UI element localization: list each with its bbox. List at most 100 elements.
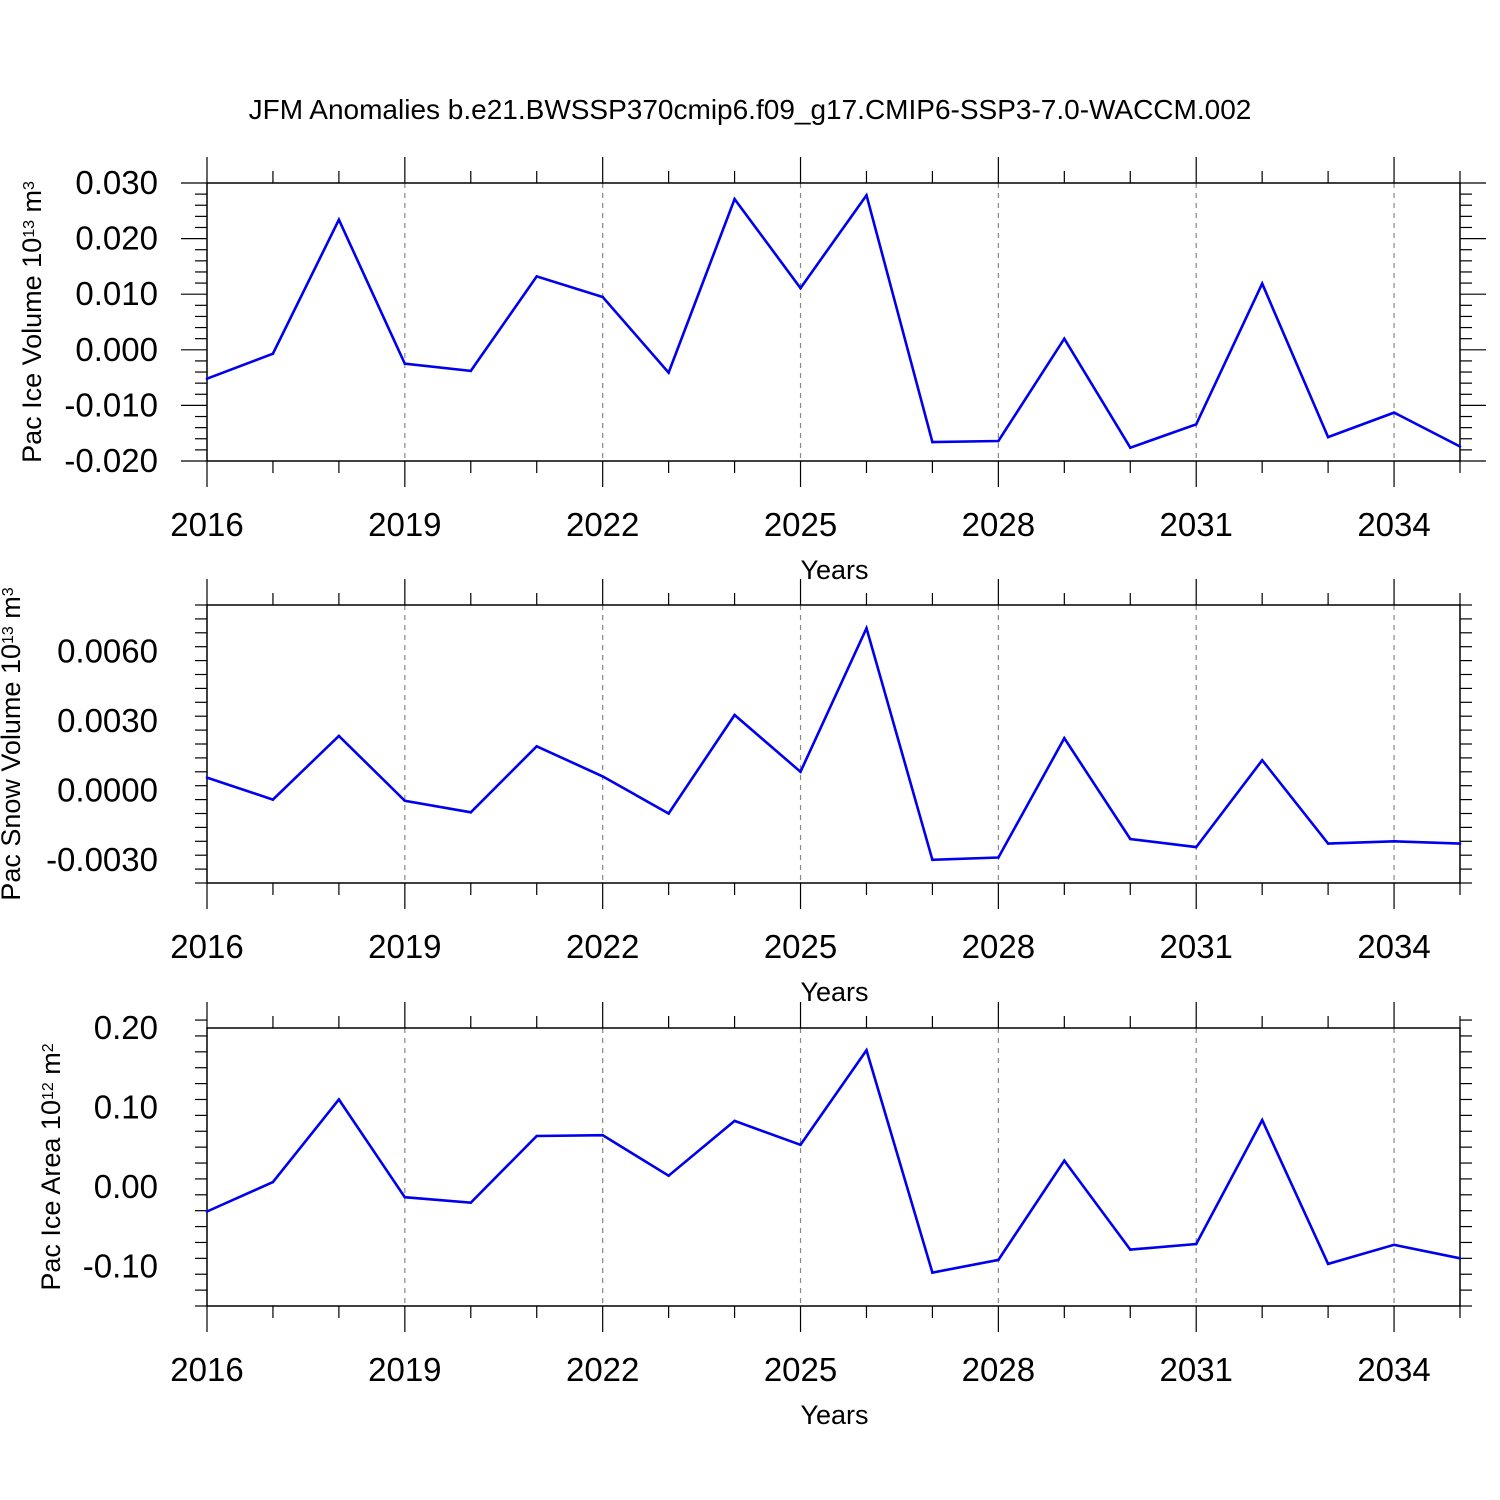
data-point [271, 798, 275, 801]
y-tick-label: -0.10 [83, 1247, 158, 1284]
data-point [865, 626, 868, 630]
data-point [799, 1143, 802, 1147]
data-point [1458, 445, 1462, 448]
y-tick-label: -0.010 [64, 386, 158, 423]
data-point [931, 858, 934, 862]
x-tick-label: 2022 [566, 506, 639, 543]
x-tick-label: 2019 [368, 1351, 441, 1388]
data-point [1128, 1248, 1132, 1251]
plot-frame [206, 182, 1461, 462]
data-point [1458, 842, 1462, 845]
x-tick-label: 2019 [368, 928, 441, 965]
x-tick-label: 2025 [764, 928, 837, 965]
x-tick-label: 2019 [368, 506, 441, 543]
data-point [1326, 842, 1330, 845]
y-axis-label: Pac Ice Area 1012 m2 [36, 1043, 66, 1290]
y-axis-label: Pac Ice Volume 1013 m3 [17, 181, 47, 463]
data-point [1128, 837, 1132, 841]
data-point [1063, 736, 1066, 740]
y-tick-label: 0.030 [75, 164, 158, 201]
data-point [535, 1134, 539, 1138]
x-tick-label: 2031 [1159, 1351, 1232, 1388]
data-point [1458, 1257, 1462, 1260]
chart-panel-1: -0.020 -0.010 0.000 0.010 0.020 0.030 2016 2019… [17, 157, 1486, 585]
x-tick-label: 2034 [1357, 506, 1430, 543]
data-point [997, 856, 1000, 859]
y-tick-label: 0.0000 [57, 771, 158, 808]
series-line [206, 1047, 1461, 1275]
plot-frame [206, 604, 1461, 884]
figure-title: JFM Anomalies b.e21.BWSSP370cmip6.f09_g1… [249, 94, 1252, 125]
data-point [1260, 1118, 1264, 1122]
data-point [865, 193, 868, 197]
data-point [403, 1195, 407, 1199]
data-point [271, 352, 275, 355]
data-point [931, 440, 934, 444]
data-point [733, 197, 736, 201]
panels: -0.020 -0.010 0.000 0.010 0.020 0.030 2016 2019… [0, 157, 1486, 1430]
data-point [469, 369, 473, 373]
x-axis-label: Years [800, 1400, 868, 1430]
x-tick-label: 2031 [1159, 928, 1232, 965]
x-tick-label: 2016 [170, 506, 243, 543]
data-point [1128, 446, 1132, 449]
y-tick-label: 0.0030 [57, 702, 158, 739]
plot-frame [206, 1027, 1461, 1307]
x-tick-label: 2016 [170, 1351, 243, 1388]
data-point [601, 1133, 604, 1137]
y-tick-label: 0.020 [75, 220, 158, 257]
chart-panel-3: -0.10 0.00 0.10 0.20 2016 2019 2022 2025 2028 203… [36, 1002, 1472, 1430]
data-point [931, 1271, 934, 1274]
data-point [997, 1258, 1000, 1262]
data-point [601, 775, 604, 778]
data-point [1063, 337, 1066, 340]
data-point [601, 295, 604, 299]
x-axis-label: Years [800, 977, 868, 1007]
data-point [535, 275, 539, 278]
data-point [997, 439, 1000, 443]
x-tick-label: 2028 [962, 506, 1035, 543]
y-tick-label: -0.0030 [46, 841, 158, 878]
y-tick-label: 0.010 [75, 275, 158, 312]
data-point [799, 770, 802, 774]
data-point [1392, 840, 1396, 843]
data-point [469, 811, 473, 814]
data-point [667, 1174, 670, 1178]
data-point [205, 1210, 209, 1213]
x-tick-label: 2034 [1357, 928, 1430, 965]
data-point [733, 1119, 736, 1123]
y-tick-label: 0.20 [94, 1009, 158, 1046]
x-tick-label: 2022 [566, 928, 639, 965]
x-tick-label: 2034 [1357, 1351, 1430, 1388]
data-point [337, 218, 341, 221]
data-point [337, 1098, 341, 1101]
data-point [403, 799, 407, 803]
x-tick-label: 2022 [566, 1351, 639, 1388]
series-line [206, 624, 1461, 862]
data-point [1260, 758, 1264, 762]
y-tick-label: 0.00 [94, 1168, 158, 1205]
chart-panel-2: -0.0030 0.0000 0.0030 0.0060 2016 2019 2022 202… [0, 579, 1472, 1007]
data-point [865, 1048, 868, 1052]
data-point [271, 1180, 275, 1184]
x-tick-label: 2028 [962, 1351, 1035, 1388]
data-point [1326, 1262, 1330, 1266]
data-point [1260, 282, 1264, 285]
y-tick-label: -0.020 [64, 442, 158, 479]
data-point [337, 734, 341, 738]
data-point [1194, 423, 1198, 426]
series-line [206, 192, 1461, 450]
data-point [667, 371, 670, 374]
data-point [1194, 845, 1198, 849]
y-tick-label: 0.0060 [57, 632, 158, 669]
x-tick-label: 2025 [764, 1351, 837, 1388]
data-point [667, 812, 670, 815]
y-axis-label: Pac Snow Volume 1013 m3 [0, 587, 26, 900]
x-tick-label: 2031 [1159, 506, 1232, 543]
data-point [1392, 1243, 1396, 1247]
data-point [403, 362, 407, 366]
data-point [1392, 411, 1396, 414]
x-tick-label: 2025 [764, 506, 837, 543]
data-point [205, 776, 209, 779]
